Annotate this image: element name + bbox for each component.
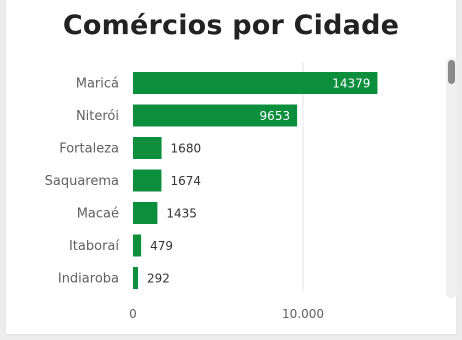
bar [133, 234, 142, 257]
bar [133, 169, 162, 192]
bar [133, 72, 378, 94]
x-tick-label: 10.000 [282, 307, 324, 321]
data-label: 14379 [332, 77, 370, 91]
bar [133, 267, 138, 289]
category-label: Indiaroba [58, 272, 119, 287]
category-label: Niterói [76, 109, 119, 124]
data-label: 9653 [260, 109, 291, 123]
chart-card [6, 0, 456, 334]
category-label: Macaé [77, 207, 119, 222]
x-tick-label: 0 [129, 307, 137, 321]
data-label: 1680 [171, 142, 202, 156]
category-label: Fortaleza [59, 142, 119, 157]
data-label: 479 [150, 239, 173, 253]
data-label: 1674 [170, 174, 201, 188]
scrollbar-thumb[interactable] [448, 60, 455, 84]
bar [133, 104, 298, 127]
scrollbar-track[interactable] [446, 58, 457, 298]
bar [133, 137, 162, 159]
data-label: 1435 [166, 207, 197, 221]
data-label: 292 [147, 272, 170, 286]
bar [133, 202, 158, 224]
category-label: Maricá [76, 77, 119, 92]
chart-title: Comércios por Cidade [62, 10, 400, 41]
category-label: Saquarema [45, 174, 119, 189]
category-label: Itaboraí [69, 239, 119, 254]
